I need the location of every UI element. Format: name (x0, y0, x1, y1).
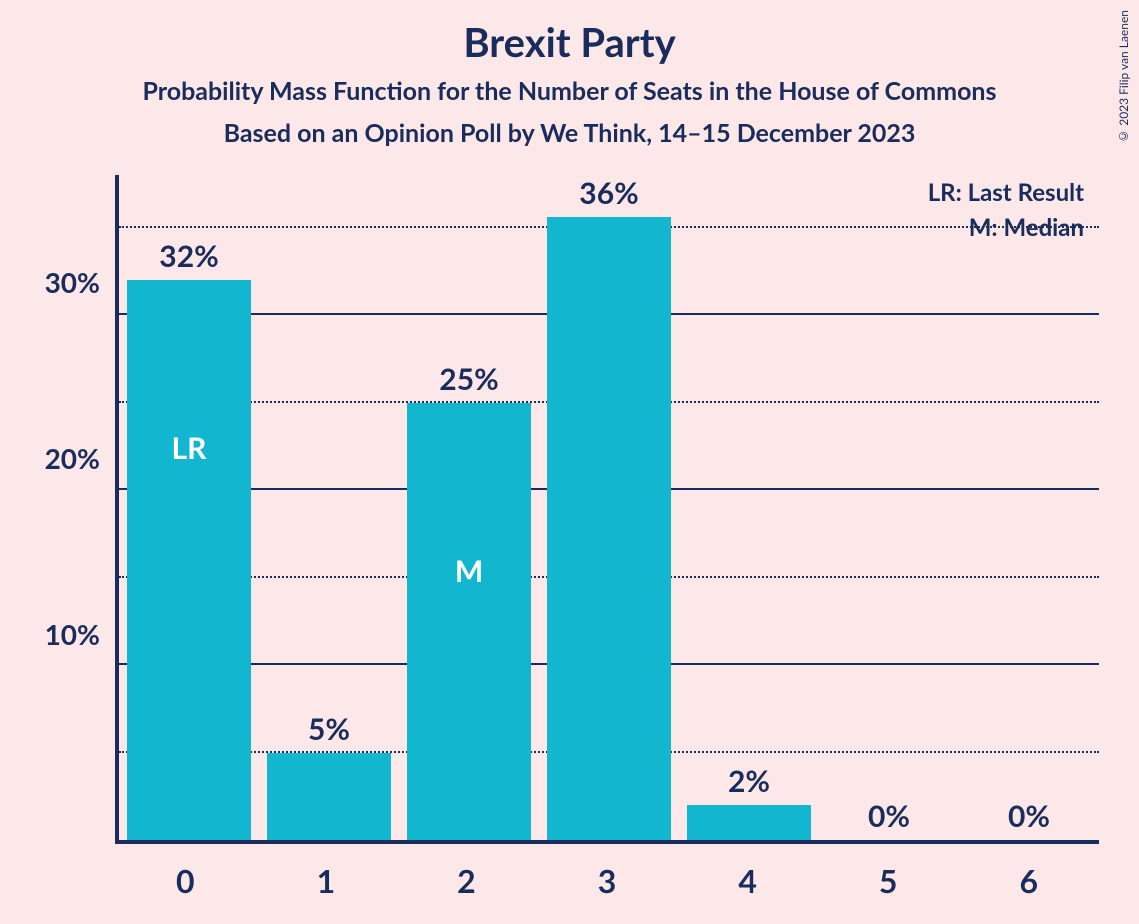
bar-annotation: LR (172, 430, 207, 466)
x-tick-label: 5 (818, 849, 959, 904)
bar-value-label: 2% (728, 763, 770, 799)
bar (547, 217, 670, 840)
bars-container: 32% LR 5% 25% M 36% 2% 0% 0% (119, 175, 1099, 840)
bar-value-label: 36% (579, 175, 638, 211)
bar: LR (127, 280, 250, 840)
bar-slot: 0% (819, 175, 959, 840)
bar: M (407, 403, 530, 841)
bar-slot: 2% (679, 175, 819, 840)
bar-value-label: 0% (1008, 798, 1050, 834)
bar-value-label: 25% (439, 361, 498, 397)
y-tick-label: 30% (45, 265, 100, 299)
bar-slot: 32% LR (119, 175, 259, 840)
copyright-text: © 2023 Filip van Laenen (1116, 10, 1131, 144)
x-tick-label: 1 (256, 849, 397, 904)
bar-slot: 5% (259, 175, 399, 840)
legend-m: M: Median (928, 213, 1084, 242)
bar-value-label: 0% (868, 798, 910, 834)
bar-annotation: M (455, 553, 483, 589)
x-tick-label: 2 (396, 849, 537, 904)
y-tick-label: 20% (45, 441, 100, 475)
bar (267, 753, 390, 841)
legend-lr: LR: Last Result (928, 178, 1084, 207)
bar-slot: 36% (539, 175, 679, 840)
bar-slot: 0% (959, 175, 1099, 840)
bar-value-label: 32% (159, 238, 218, 274)
x-tick-label: 6 (958, 849, 1099, 904)
chart-subtitle-1: Probability Mass Function for the Number… (0, 76, 1139, 106)
chart-area: 10% 20% 30% 32% LR 5% 25% M 36% 2% 0% 0% 0123456 (30, 175, 1099, 904)
legend: LR: Last Result M: Median (928, 178, 1084, 248)
chart-subtitle-2: Based on an Opinion Poll by We Think, 14… (0, 118, 1139, 148)
x-axis: 0123456 (115, 849, 1099, 904)
chart-title: Brexit Party (0, 18, 1139, 66)
plot-area: 32% LR 5% 25% M 36% 2% 0% 0% (115, 175, 1099, 844)
y-axis: 10% 20% 30% (30, 175, 110, 844)
y-tick-label: 10% (45, 617, 100, 651)
bar-slot: 25% M (399, 175, 539, 840)
x-tick-label: 4 (677, 849, 818, 904)
bar-value-label: 5% (308, 711, 350, 747)
x-tick-label: 3 (537, 849, 678, 904)
x-tick-label: 0 (115, 849, 256, 904)
bar (687, 805, 810, 840)
